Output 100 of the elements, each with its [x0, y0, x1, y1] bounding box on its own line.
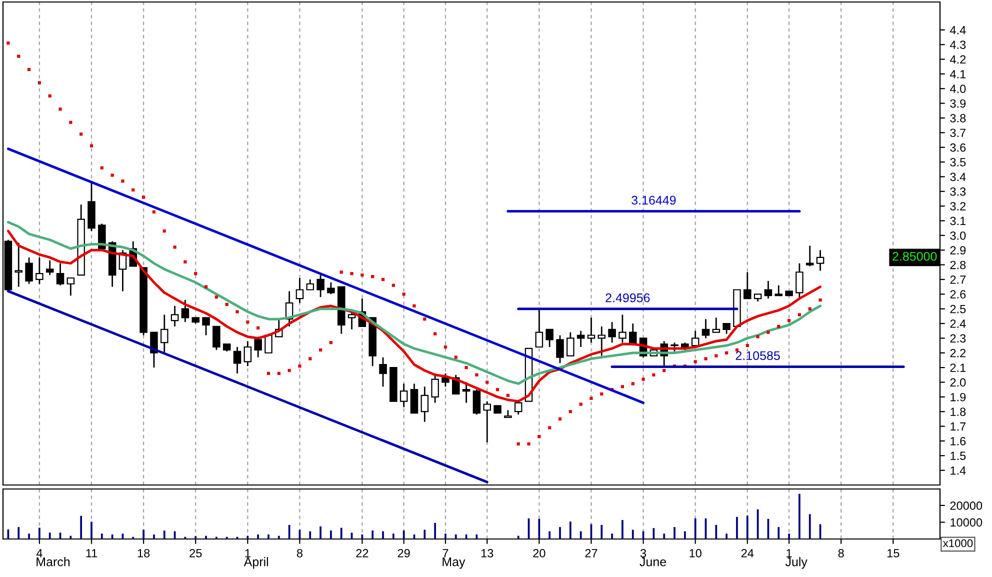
- x-tick-label: 8: [296, 549, 302, 558]
- y-tick-label: 2.4: [950, 320, 966, 328]
- candlestick: [744, 271, 752, 300]
- y-tick-label: 2.5: [950, 304, 966, 314]
- candlestick: [66, 277, 75, 296]
- candlestick: [608, 321, 616, 344]
- y-tick-label: 2.1: [950, 364, 966, 372]
- y-axis-title: x1000: [942, 539, 973, 548]
- candlestick: [774, 284, 783, 296]
- candlestick: [306, 278, 314, 290]
- y-tick-label: 20000: [950, 501, 982, 510]
- y-tick-label: 4.2: [950, 55, 966, 64]
- candlestick: [796, 262, 804, 300]
- candlestick: [546, 328, 554, 348]
- x-tick-label: 27: [585, 549, 598, 558]
- candlestick: [566, 332, 574, 357]
- y-tick-label: 3.5: [950, 158, 966, 166]
- candlestick: [587, 316, 596, 344]
- y-tick-label: 4.1: [950, 70, 966, 78]
- candlestick: [46, 260, 54, 276]
- x-tick-label: 1: [245, 549, 250, 558]
- y-tick-label: 2.8: [950, 260, 966, 270]
- series-label: 2.10585: [736, 351, 780, 360]
- candlestick: [702, 318, 710, 339]
- candlestick: [816, 249, 824, 272]
- y-tick-label: 2.9: [950, 246, 966, 254]
- x-tick-label: 20: [533, 549, 546, 558]
- y-tick-label: 4.3: [950, 40, 966, 49]
- candlestick: [212, 326, 220, 351]
- x-tick-label: 29: [398, 549, 410, 558]
- y-tick-label: 2.3: [950, 334, 966, 343]
- y-tick-label: 3.3: [950, 187, 966, 196]
- text: April: [244, 557, 268, 569]
- y-tick-label: 3.4: [950, 172, 966, 182]
- y-tick-label: 3.1: [950, 216, 966, 226]
- y-tick-label: 3.2: [950, 202, 966, 210]
- candlestick: [181, 299, 190, 323]
- y-tick-label: 1.7: [950, 422, 966, 431]
- text: May: [442, 558, 466, 569]
- y-tick-label: 2.7: [950, 276, 966, 284]
- candlestick: [410, 383, 418, 414]
- x-tick-label: 18: [138, 549, 150, 558]
- x-tick-label: 15: [887, 549, 900, 558]
- y-tick-label: 2.2: [950, 348, 966, 358]
- candlestick: [576, 330, 585, 348]
- candlestick: [170, 305, 179, 328]
- candlestick: [806, 245, 814, 267]
- candlestick: [316, 274, 324, 298]
- candlestick: [202, 316, 210, 336]
- y-tick-label: 1.8: [950, 408, 966, 416]
- y-tick-label: 2.6: [950, 290, 966, 299]
- y-tick-label: 4.0: [950, 84, 966, 94]
- candlestick: [14, 242, 23, 288]
- candlestick: [379, 356, 387, 388]
- candlestick: [327, 282, 335, 295]
- candlestick: [598, 326, 606, 357]
- y-tick-label: 3.8: [950, 114, 966, 122]
- candlestick: [36, 256, 44, 285]
- x-tick-label: 8: [838, 549, 844, 558]
- candlestick: [462, 382, 470, 404]
- x-tick-label: 4: [36, 549, 42, 558]
- candlestick: [296, 277, 304, 304]
- candlestick: [400, 383, 408, 408]
- candlestick: [712, 316, 720, 334]
- candlestick: [150, 332, 158, 368]
- candlestick: [254, 336, 262, 358]
- candlestick: [420, 386, 429, 423]
- x-tick-label: 3: [640, 549, 646, 558]
- x-tick-label: 10: [690, 549, 702, 558]
- text: June: [640, 558, 666, 566]
- candlestick: [160, 314, 168, 354]
- y-tick-label: 3.7: [950, 128, 966, 138]
- text: July: [785, 557, 808, 569]
- x-tick-label: 13: [481, 549, 494, 558]
- x-tick-label: 24: [741, 549, 754, 558]
- y-tick-label: 1.5: [950, 452, 966, 460]
- candlestick: [56, 262, 64, 286]
- candlestick: [348, 311, 356, 330]
- candlestick: [483, 400, 492, 444]
- x-tick-label: 7: [442, 549, 448, 558]
- y-tick-label: 3.9: [950, 99, 966, 108]
- candlestick: [618, 314, 626, 344]
- candlestick: [535, 308, 544, 348]
- annotation: 2.85000: [892, 252, 937, 261]
- y-tick-label: 3.6: [950, 143, 966, 152]
- candlestick: [233, 346, 242, 374]
- y-tick-label: 4.4: [950, 26, 966, 34]
- y-tick-label: 3.0: [950, 231, 966, 240]
- y-tick-label: 1.9: [950, 392, 966, 402]
- series-label: 2.49956: [606, 293, 650, 302]
- x-tick-label: 22: [356, 549, 368, 558]
- text: March: [36, 557, 70, 566]
- candlestick: [25, 256, 33, 285]
- candlestick: [472, 388, 481, 416]
- candlestick: [556, 334, 564, 364]
- x-tick-label: 11: [86, 549, 98, 558]
- candlestick: [244, 340, 252, 367]
- candlestick: [442, 372, 450, 388]
- x-tick-label: 1: [786, 549, 792, 558]
- x-tick-label: 25: [190, 549, 202, 558]
